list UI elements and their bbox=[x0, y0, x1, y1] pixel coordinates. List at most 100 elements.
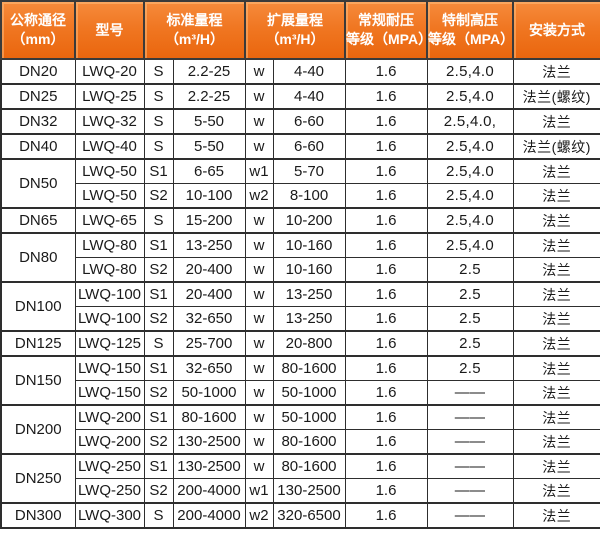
cell-extended-range: 320-6500 bbox=[272, 502, 346, 529]
cell-extended-code: w bbox=[244, 281, 274, 307]
table-header-row: 公称通径 （mm） 型号 标准量程 （m³/H） 扩展量程 （m³/H） 常规耐… bbox=[0, 0, 600, 60]
cell-model: LWQ-65 bbox=[74, 207, 145, 234]
cell-high-pressure: 2.5 bbox=[426, 281, 514, 307]
cell-model: LWQ-150 bbox=[74, 355, 145, 381]
cell-extended-range: 5-70 bbox=[272, 158, 346, 184]
cell-normal-pressure: 1.6 bbox=[344, 404, 428, 430]
cell-standard-code: S1 bbox=[143, 453, 174, 479]
table-row: DN32 LWQ-32 S 5-50 w 6-60 1.6 2.5,4.0, 法兰 bbox=[0, 108, 600, 135]
cell-normal-pressure: 1.6 bbox=[344, 133, 428, 160]
cell-nominal-diameter: DN300 bbox=[0, 502, 76, 529]
cell-high-pressure: 2.5,4.0 bbox=[426, 58, 514, 85]
cell-extended-range: 10-200 bbox=[272, 207, 346, 234]
cell-extended-code: w bbox=[244, 133, 274, 160]
cell-nominal-diameter: DN250 bbox=[0, 453, 76, 504]
cell-model: LWQ-100 bbox=[74, 306, 145, 332]
cell-extended-code: w bbox=[244, 58, 274, 85]
cell-model: LWQ-150 bbox=[74, 380, 145, 406]
table-row: LWQ-50 S2 10-100 w2 8-100 1.6 2.5,4.0 法兰 bbox=[1, 183, 600, 209]
cell-extended-range: 10-160 bbox=[272, 232, 346, 258]
cell-extended-code: w2 bbox=[244, 502, 274, 529]
cell-normal-pressure: 1.6 bbox=[344, 502, 428, 529]
cell-installation: 法兰 bbox=[512, 257, 600, 283]
cell-standard-range: 15-200 bbox=[172, 207, 246, 234]
header-standard-range: 标准量程 （m³/H） bbox=[143, 0, 246, 60]
cell-installation: 法兰 bbox=[512, 380, 600, 406]
cell-standard-range: 32-650 bbox=[172, 355, 246, 381]
cell-extended-code: w bbox=[244, 207, 274, 234]
cell-standard-code: S bbox=[143, 58, 174, 85]
table-row: DN150 LWQ-150 S1 32-650 w 80-1600 1.6 2.5 法兰 bbox=[0, 355, 600, 406]
cell-extended-code: w bbox=[244, 380, 274, 406]
cell-normal-pressure: 1.6 bbox=[344, 453, 428, 479]
cell-model: LWQ-250 bbox=[74, 478, 145, 504]
cell-standard-range: 13-250 bbox=[172, 232, 246, 258]
table-row: LWQ-200 S2 130-2500 w 80-1600 1.6 —— 法兰 bbox=[1, 429, 600, 455]
cell-high-pressure: 2.5 bbox=[426, 257, 514, 283]
cell-installation: 法兰 bbox=[512, 183, 600, 209]
cell-standard-range: 130-2500 bbox=[172, 429, 246, 455]
cell-extended-code: w bbox=[244, 108, 274, 135]
cell-standard-range: 2.2-25 bbox=[172, 58, 246, 85]
cell-extended-code: w bbox=[244, 306, 274, 332]
cell-model: LWQ-250 bbox=[74, 453, 145, 479]
cell-model: LWQ-200 bbox=[74, 429, 145, 455]
cell-standard-range: 10-100 bbox=[172, 183, 246, 209]
cell-installation: 法兰 bbox=[512, 502, 600, 529]
cell-extended-code: w bbox=[244, 83, 274, 110]
cell-extended-range: 130-2500 bbox=[272, 478, 346, 504]
cell-model: LWQ-80 bbox=[74, 257, 145, 283]
cell-model: LWQ-32 bbox=[74, 108, 145, 135]
cell-extended-code: w bbox=[244, 232, 274, 258]
cell-installation: 法兰 bbox=[512, 108, 600, 135]
cell-normal-pressure: 1.6 bbox=[344, 478, 428, 504]
cell-high-pressure: —— bbox=[426, 380, 514, 406]
cell-standard-range: 20-400 bbox=[172, 257, 246, 283]
cell-standard-range: 25-700 bbox=[172, 330, 246, 357]
table-row: LWQ-100 S2 32-650 w 13-250 1.6 2.5 法兰 bbox=[1, 306, 600, 332]
cell-nominal-diameter: DN65 bbox=[0, 207, 76, 234]
cell-high-pressure: 2.5,4.0 bbox=[426, 158, 514, 184]
cell-normal-pressure: 1.6 bbox=[344, 355, 428, 381]
cell-standard-code: S2 bbox=[143, 257, 174, 283]
cell-model: LWQ-125 bbox=[74, 330, 145, 357]
cell-standard-code: S1 bbox=[143, 355, 174, 381]
cell-extended-range: 10-160 bbox=[272, 257, 346, 283]
cell-standard-range: 5-50 bbox=[172, 108, 246, 135]
cell-installation: 法兰 bbox=[512, 207, 600, 234]
cell-extended-range: 6-60 bbox=[272, 133, 346, 160]
cell-high-pressure: 2.5,4.0 bbox=[426, 232, 514, 258]
cell-standard-range: 2.2-25 bbox=[172, 83, 246, 110]
cell-model: LWQ-20 bbox=[74, 58, 145, 85]
cell-high-pressure: —— bbox=[426, 502, 514, 529]
cell-standard-code: S bbox=[143, 207, 174, 234]
cell-model: LWQ-80 bbox=[74, 232, 145, 258]
cell-nominal-diameter: DN32 bbox=[0, 108, 76, 135]
cell-installation: 法兰 bbox=[512, 355, 600, 381]
cell-standard-code: S2 bbox=[143, 429, 174, 455]
cell-extended-code: w1 bbox=[244, 158, 274, 184]
cell-normal-pressure: 1.6 bbox=[344, 158, 428, 184]
spec-table-body: DN20 LWQ-20 S 2.2-25 w 4-40 1.6 2.5,4.0 法兰 DN25 LW… bbox=[0, 58, 600, 529]
cell-extended-range: 80-1600 bbox=[272, 429, 346, 455]
cell-high-pressure: 2.5 bbox=[426, 330, 514, 357]
cell-extended-code: w bbox=[244, 330, 274, 357]
cell-extended-code: w bbox=[244, 453, 274, 479]
cell-extended-code: w bbox=[244, 404, 274, 430]
cell-extended-range: 13-250 bbox=[272, 281, 346, 307]
cell-nominal-diameter: DN150 bbox=[0, 355, 76, 406]
cell-installation: 法兰 bbox=[512, 404, 600, 430]
cell-installation: 法兰 bbox=[512, 158, 600, 184]
cell-standard-code: S2 bbox=[143, 306, 174, 332]
cell-high-pressure: 2.5,4.0 bbox=[426, 133, 514, 160]
cell-standard-code: S bbox=[143, 502, 174, 529]
header-nominal-diameter: 公称通径 （mm） bbox=[0, 0, 76, 60]
cell-standard-range: 80-1600 bbox=[172, 404, 246, 430]
cell-high-pressure: 2.5,4.0 bbox=[426, 207, 514, 234]
cell-extended-range: 6-60 bbox=[272, 108, 346, 135]
cell-installation: 法兰 bbox=[512, 232, 600, 258]
cell-standard-range: 5-50 bbox=[172, 133, 246, 160]
cell-nominal-diameter: DN20 bbox=[0, 58, 76, 85]
header-installation: 安装方式 bbox=[512, 0, 600, 60]
